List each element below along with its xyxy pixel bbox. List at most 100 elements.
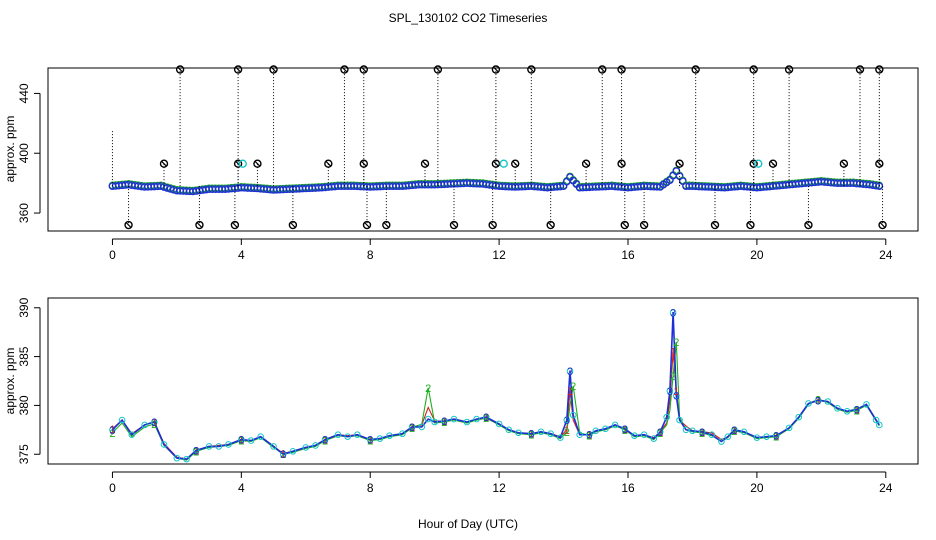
- series-point-3: [602, 425, 609, 433]
- series-label-2: 2: [280, 449, 286, 461]
- top-x-tick-label: 0: [109, 248, 116, 262]
- series-point-3: [225, 441, 232, 448]
- outlier-cross-high: [341, 66, 348, 73]
- outlier-cross-high: [435, 66, 441, 73]
- series-label-2: 2: [109, 428, 115, 440]
- outlier-point-mid: [253, 159, 262, 168]
- outlier-point-mid: [581, 159, 591, 168]
- series-label-2: 2: [699, 428, 705, 440]
- series-point-3: [141, 421, 148, 429]
- series-label-1: 1: [564, 425, 570, 437]
- series-label-3: 3: [731, 425, 737, 437]
- series-label-3: 3: [773, 431, 779, 443]
- series-point-3: [118, 416, 126, 424]
- outlier-cross-low: [451, 222, 457, 228]
- outlier-point-high: [598, 65, 607, 74]
- bottom-x-tick-label: 16: [621, 481, 635, 495]
- series-label-1: 1: [622, 424, 628, 436]
- series-label-1: 1: [109, 424, 115, 436]
- outlier-cross-mid: [360, 160, 367, 167]
- outlier-point-mid: [420, 159, 430, 168]
- series-point-3: [312, 442, 319, 449]
- series-point-3: [689, 427, 696, 435]
- series-point-3: [366, 436, 374, 443]
- outlier-point-mid: [159, 159, 169, 168]
- outlier-cross-mid: [876, 160, 883, 167]
- bottom-x-tick-label: 4: [238, 481, 245, 495]
- outlier-point-high: [784, 65, 794, 74]
- series-label-3: 3: [854, 404, 860, 416]
- outlier-cross-low: [125, 222, 132, 228]
- top-y-tick-label: 440: [17, 83, 31, 103]
- series-label-2: 2: [657, 428, 663, 440]
- outlier-cross-high: [786, 66, 792, 73]
- series-point-3: [621, 425, 629, 433]
- series-point-3: [441, 417, 448, 425]
- series-label-2: 2: [483, 413, 489, 425]
- series-label-2: 2: [409, 423, 415, 435]
- series-point-3: [876, 421, 883, 429]
- series-label-1: 1: [483, 412, 489, 424]
- bottom-x-tick-label: 24: [879, 481, 893, 495]
- series-label-2: 2: [570, 381, 576, 393]
- bottom-x-tick-label: 8: [367, 481, 374, 495]
- series-point-3: [505, 426, 513, 434]
- top-y-tick-label: 400: [17, 143, 31, 163]
- series-label-2: 2: [425, 383, 431, 395]
- outlier-point-mid: [839, 159, 849, 168]
- series-point-3: [724, 433, 732, 440]
- series-point-3: [528, 430, 535, 438]
- series-line-3: [111, 312, 880, 460]
- series-point-3: [247, 437, 255, 444]
- series-label-2: 2: [622, 425, 628, 437]
- top-panel-ylabel: approx. ppm: [3, 116, 17, 183]
- series-point-3: [151, 418, 158, 426]
- outlier-point-cyan: [754, 159, 763, 168]
- series-point-3: [482, 413, 490, 421]
- series-label-2: 2: [238, 436, 244, 448]
- series-label-3: 3: [667, 386, 673, 398]
- series-label-2: 2: [586, 431, 592, 443]
- outlier-cross-low: [747, 222, 754, 228]
- series-label-1: 1: [670, 347, 676, 359]
- series-point-3: [334, 431, 342, 439]
- series-point-3: [257, 433, 264, 440]
- series-label-3: 3: [564, 415, 570, 427]
- series-point-3: [640, 431, 648, 439]
- outlier-point-high: [359, 65, 368, 74]
- x-axis-label: Hour of Day (UTC): [418, 517, 518, 531]
- series-point-3: [289, 448, 297, 455]
- series-label-3: 3: [567, 366, 573, 378]
- series-label-3: 3: [280, 449, 286, 461]
- series-point-3: [408, 423, 416, 431]
- series-label-3: 3: [238, 435, 244, 447]
- series-point-3: [279, 450, 287, 458]
- series-label-3: 3: [622, 424, 628, 436]
- series-point-3: [376, 435, 384, 442]
- outlier-cross-mid: [422, 160, 428, 167]
- series-label-1: 1: [409, 422, 415, 434]
- series-point-3: [354, 431, 361, 439]
- outlier-point-low: [746, 220, 755, 230]
- outlier-cross-high: [493, 66, 499, 73]
- series-point-3: [215, 443, 223, 450]
- series-point-3: [109, 426, 116, 434]
- outlier-point-mid: [675, 159, 684, 168]
- series-point-3: [708, 431, 716, 439]
- top-plot-frame: [47, 67, 919, 232]
- series-point-3: [557, 434, 564, 441]
- series-point-3: [592, 427, 600, 435]
- figure-title: SPL_130102 CO2 Timeseries: [389, 11, 548, 25]
- series-point-3: [843, 407, 851, 415]
- top-x-tick-label: 16: [621, 248, 635, 262]
- outlier-cross-low: [712, 222, 718, 228]
- outlier-point-low: [124, 220, 133, 230]
- series-point-3: [386, 432, 393, 439]
- top-x-tick-label: 8: [367, 248, 374, 262]
- outlier-cross-low: [641, 222, 647, 228]
- outlier-cross-high: [270, 66, 277, 73]
- series-point-3: [566, 367, 574, 375]
- bottom-y-tick-label: 375: [17, 444, 31, 464]
- series-label-2: 2: [367, 436, 373, 448]
- series-point-3: [673, 392, 680, 399]
